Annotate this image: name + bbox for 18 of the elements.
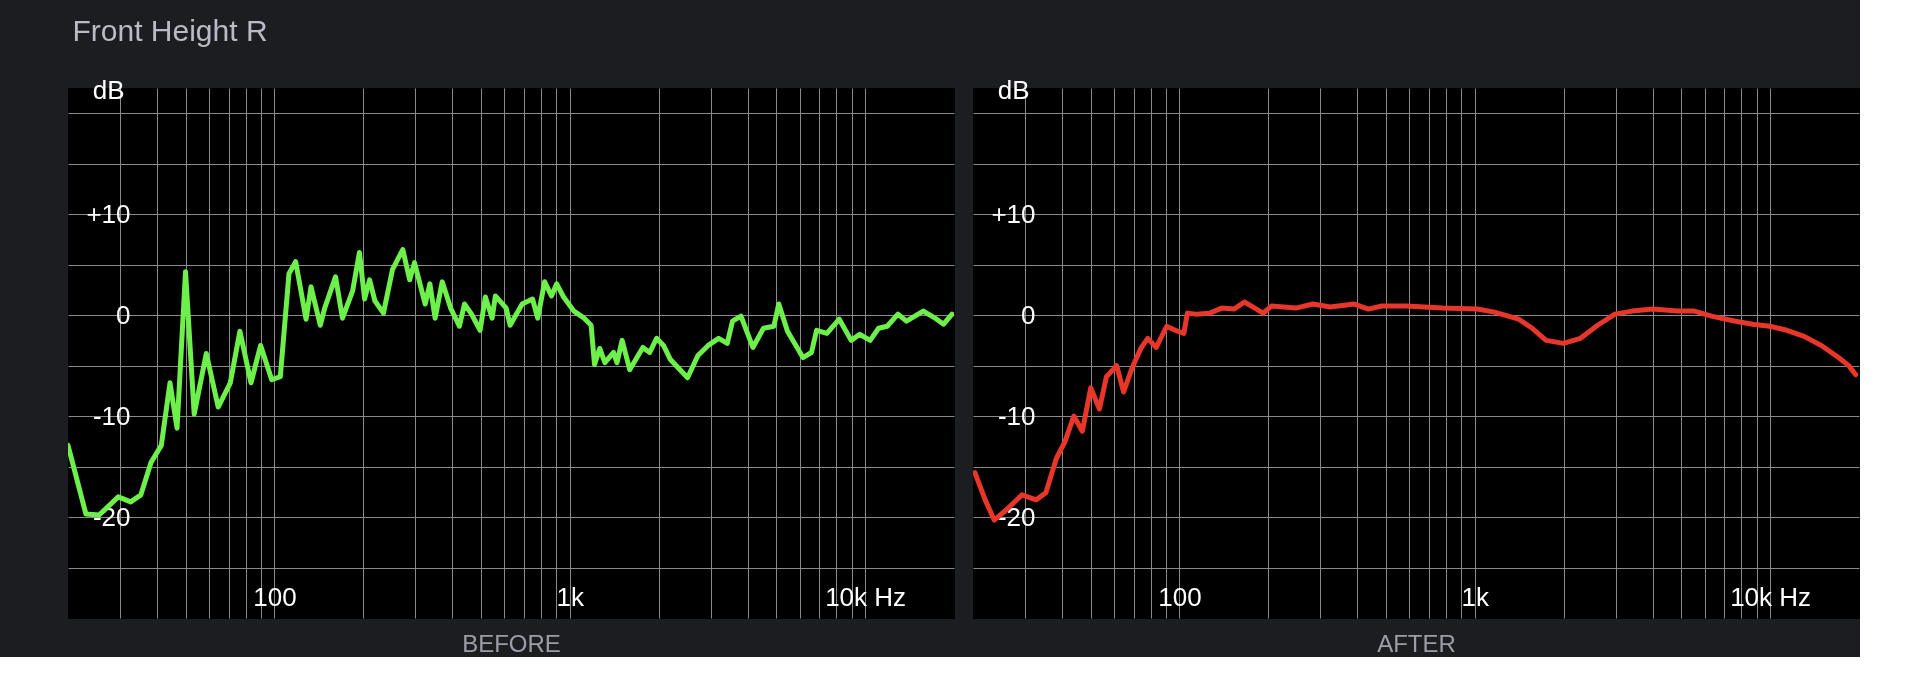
x-axis-title: BEFORE: [462, 629, 561, 657]
x-tick-label: 1k: [1461, 581, 1490, 612]
chart-title: Front Height R: [72, 13, 268, 47]
y-tick-label: 0: [116, 299, 131, 330]
y-tick-label: -10: [92, 400, 131, 431]
x-tick-label: 100: [253, 581, 297, 612]
y-tick-label: -20: [997, 501, 1036, 532]
y-tick-label: +10: [991, 198, 1036, 229]
y-tick-label: -10: [997, 400, 1036, 431]
x-tick-label: 100: [1158, 581, 1202, 612]
y-tick-label: 0: [1021, 299, 1036, 330]
y-axis-title: dB: [92, 74, 125, 105]
x-tick-label: 1k: [556, 581, 585, 612]
y-axis-title: dB: [997, 74, 1030, 105]
x-tick-label: 10k Hz: [1730, 581, 1812, 612]
y-tick-label: +10: [86, 198, 131, 229]
x-axis-title: AFTER: [1377, 629, 1456, 657]
x-tick-label: 10k Hz: [825, 581, 907, 612]
